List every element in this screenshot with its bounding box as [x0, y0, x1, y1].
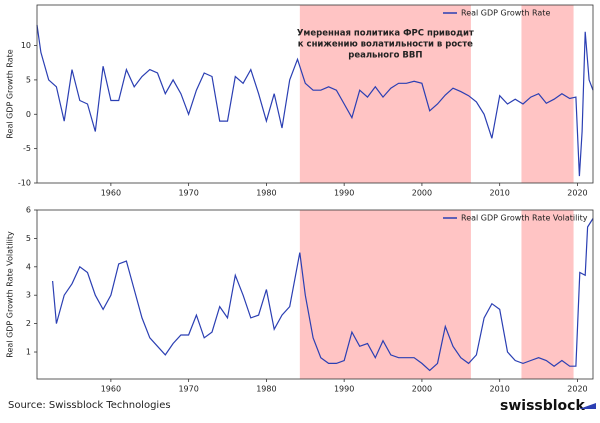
- x-tick-label: 1990: [334, 189, 354, 198]
- x-tick-label: 2000: [412, 385, 432, 394]
- logo-mark: [579, 403, 596, 409]
- x-tick-label: 1990: [334, 385, 354, 394]
- x-tick-label: 1980: [256, 189, 276, 198]
- y-axis-label: Real GDP Growth Rate Volatility: [6, 231, 15, 358]
- annotation: Умеренная политика ФРС приводит: [297, 29, 474, 39]
- legend-label: Real GDP Growth Rate Volatility: [461, 214, 588, 223]
- y-tick-label: 3: [26, 291, 31, 300]
- x-tick-label: 2020: [567, 189, 587, 198]
- plot-frame: [36, 4, 594, 184]
- y-tick-label: -5: [23, 144, 31, 153]
- y-tick-label: 5: [26, 75, 31, 84]
- shaded-region: [521, 5, 574, 183]
- y-tick-label: 4: [26, 262, 31, 271]
- x-tick-label: 1960: [101, 189, 121, 198]
- shaded-region: [521, 210, 574, 379]
- x-tick-label: 1970: [178, 385, 198, 394]
- x-tick-label: 1980: [256, 385, 276, 394]
- data-line: [36, 24, 594, 177]
- y-tick-label: 6: [26, 206, 31, 215]
- annotation: реального ВВП: [348, 51, 422, 61]
- y-tick-label: 0: [26, 110, 31, 119]
- y-tick-label: 10: [21, 41, 31, 50]
- y-tick-label: 2: [26, 319, 31, 328]
- annotation: к снижению волатильности в росте: [298, 40, 473, 50]
- y-tick-label: -10: [18, 179, 31, 188]
- y-axis-label: Real GDP Growth Rate: [6, 49, 15, 138]
- x-tick-label: 1970: [178, 189, 198, 198]
- x-tick-label: 2010: [490, 189, 510, 198]
- y-tick-label: 5: [26, 234, 31, 243]
- shaded-region: [299, 210, 471, 379]
- x-tick-label: 2000: [412, 189, 432, 198]
- source-note: Source: Swissblock Technologies: [8, 400, 171, 411]
- legend-label: Real GDP Growth Rate: [461, 9, 550, 18]
- x-tick-label: 2020: [567, 385, 587, 394]
- x-tick-label: 2010: [490, 385, 510, 394]
- y-tick-label: 1: [26, 348, 31, 357]
- plot-frame: [36, 209, 594, 380]
- data-line: [52, 218, 594, 372]
- logo-text: swissblock: [500, 398, 585, 414]
- x-tick-label: 1960: [101, 385, 121, 394]
